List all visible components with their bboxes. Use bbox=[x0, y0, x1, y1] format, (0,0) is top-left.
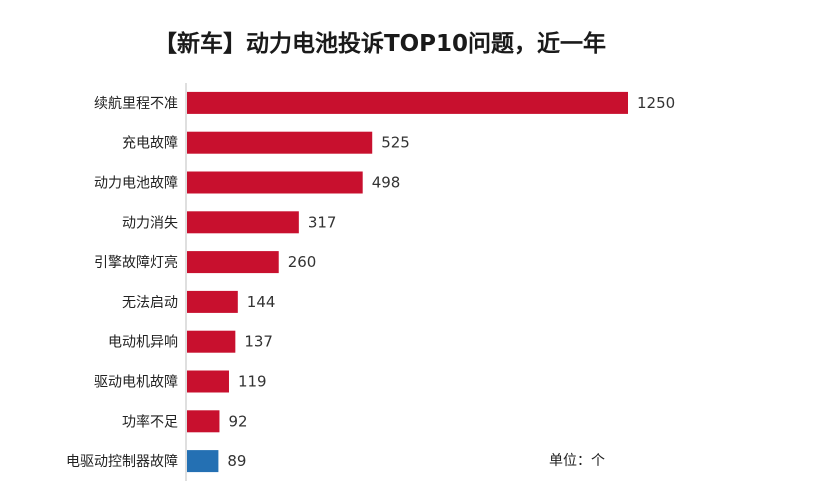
value-label: 317 bbox=[308, 213, 337, 231]
category-label: 功率不足 bbox=[122, 413, 178, 430]
value-label: 137 bbox=[244, 333, 273, 351]
bar bbox=[187, 450, 219, 473]
bar bbox=[187, 91, 628, 114]
chart-title: 【新车】动力电池投诉TOP10问题，近一年 bbox=[153, 31, 607, 57]
category-label: 动力电池故障 bbox=[94, 176, 178, 192]
bar bbox=[187, 410, 220, 433]
value-label: 1250 bbox=[637, 94, 675, 112]
value-label: 144 bbox=[247, 293, 276, 311]
value-label: 260 bbox=[288, 253, 317, 271]
value-label: 525 bbox=[381, 134, 410, 152]
bar bbox=[187, 211, 299, 234]
bar bbox=[187, 131, 373, 154]
category-label: 驱动电机故障 bbox=[94, 375, 178, 391]
value-label: 498 bbox=[372, 174, 401, 192]
bar bbox=[187, 290, 238, 313]
bar bbox=[187, 330, 236, 353]
value-label: 92 bbox=[228, 412, 247, 430]
bar bbox=[187, 370, 229, 393]
value-label: 89 bbox=[227, 452, 246, 470]
bar bbox=[187, 251, 279, 274]
category-label: 电驱动控制器故障 bbox=[66, 454, 178, 470]
category-label: 引擎故障灯亮 bbox=[94, 254, 178, 271]
category-label: 充电故障 bbox=[122, 136, 178, 152]
category-label: 无法启动 bbox=[122, 295, 178, 311]
value-label: 119 bbox=[238, 373, 267, 391]
category-label: 动力消失 bbox=[122, 215, 178, 231]
category-label: 续航里程不准 bbox=[94, 95, 178, 112]
category-label: 电动机异响 bbox=[108, 335, 178, 351]
bar bbox=[187, 171, 363, 194]
unit-label: 单位：个 bbox=[549, 453, 605, 469]
